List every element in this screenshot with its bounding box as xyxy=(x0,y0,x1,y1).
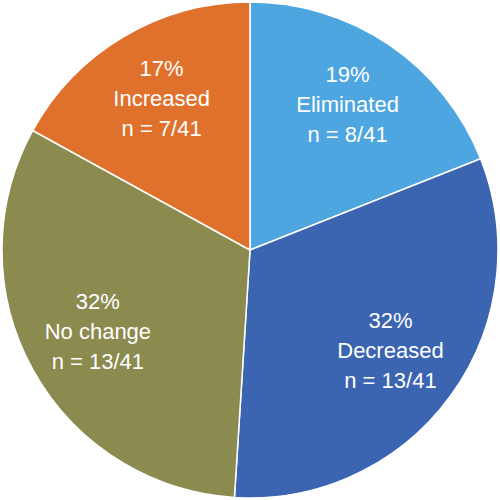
count-label: n = 13/41 xyxy=(52,349,144,374)
count-label: n = 8/41 xyxy=(308,122,388,147)
data-label: 17% xyxy=(140,56,184,81)
data-label: 19% xyxy=(326,62,370,87)
data-label: 32% xyxy=(76,289,120,314)
data-labels: 19% Eliminated n = 8/41 32% Decreased n = 13/… xyxy=(45,56,444,392)
data-label: 32% xyxy=(368,308,412,333)
category-label: Decreased xyxy=(337,338,443,363)
pie xyxy=(2,2,498,498)
count-label: n = 7/41 xyxy=(122,116,202,141)
chart-svg: 19% Eliminated n = 8/41 32% Decreased n = 13/… xyxy=(0,0,500,500)
category-label: Eliminated xyxy=(296,92,399,117)
count-label: n = 13/41 xyxy=(344,368,436,393)
category-label: Increased xyxy=(113,86,210,111)
pie-slice xyxy=(234,159,498,498)
category-label: No change xyxy=(45,319,151,344)
pie-slice xyxy=(33,2,250,250)
chart-container: 19% Eliminated n = 8/41 32% Decreased n = 13/… xyxy=(0,0,500,500)
